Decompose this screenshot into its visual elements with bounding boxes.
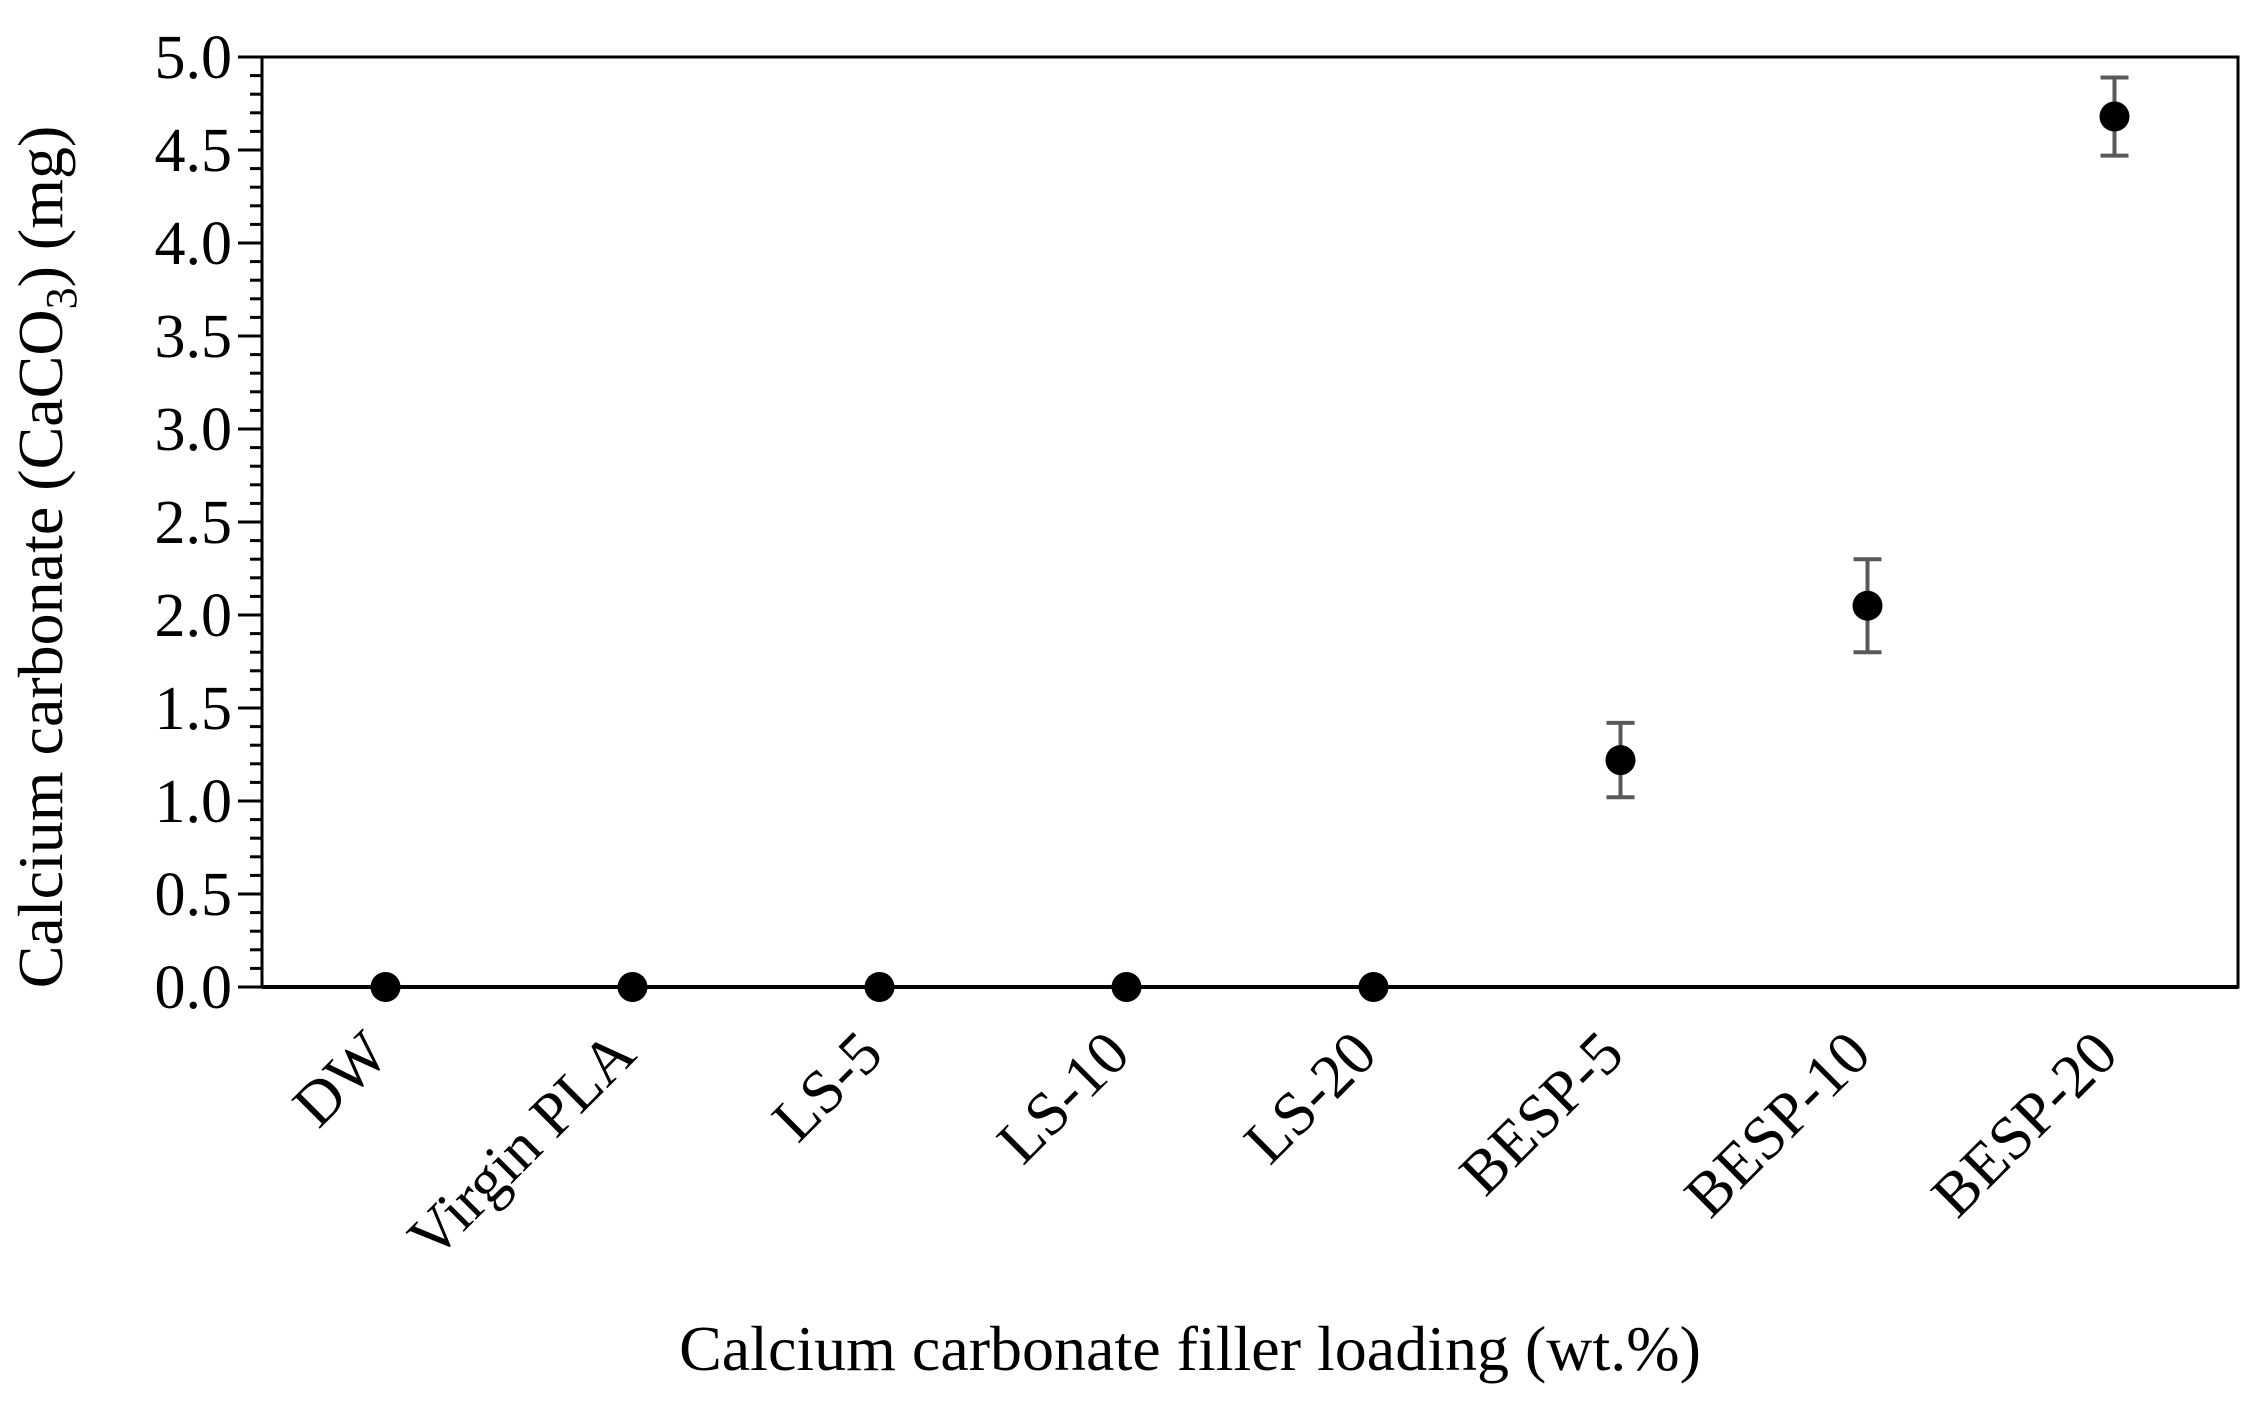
y-tick-label: 2.0: [155, 582, 233, 650]
data-point: [1605, 745, 1636, 776]
data-point: [617, 972, 648, 1002]
data-point: [1111, 972, 1142, 1002]
y-tick-label: 2.5: [155, 489, 233, 557]
y-axis-title-subscript: 3: [37, 287, 86, 309]
y-tick-label: 0.0: [155, 954, 233, 1022]
x-axis-title: Calcium carbonate filler loading (wt.%): [679, 1313, 1701, 1384]
data-point: [2099, 101, 2130, 132]
data-point: [1852, 590, 1883, 621]
y-tick-label: 1.0: [155, 768, 233, 836]
y-tick-label: 4.0: [155, 210, 233, 278]
y-tick-label: 3.0: [155, 396, 233, 464]
data-point: [370, 972, 401, 1002]
y-tick-label: 1.5: [155, 675, 233, 743]
y-axis-major-ticks: [238, 55, 262, 989]
y-axis-tick-labels: 0.0 0.5 1.0 1.5 2.0 2.5 3.0 3.5 4.0 4.5 5.0: [155, 24, 233, 1022]
data-points: [370, 101, 2130, 1002]
y-axis-title-suffix: ) (mg): [5, 126, 76, 288]
y-tick-label: 3.5: [155, 303, 233, 371]
data-point: [1358, 972, 1389, 1002]
data-point: [864, 972, 895, 1002]
y-tick-label: 5.0: [155, 24, 233, 92]
y-tick-label: 0.5: [155, 861, 233, 929]
y-axis-title: Calcium carbonate (CaCO3) (mg): [5, 126, 86, 989]
y-tick-label: 4.5: [155, 117, 233, 185]
y-axis-title-prefix: Calcium carbonate (CaCO: [5, 309, 76, 988]
